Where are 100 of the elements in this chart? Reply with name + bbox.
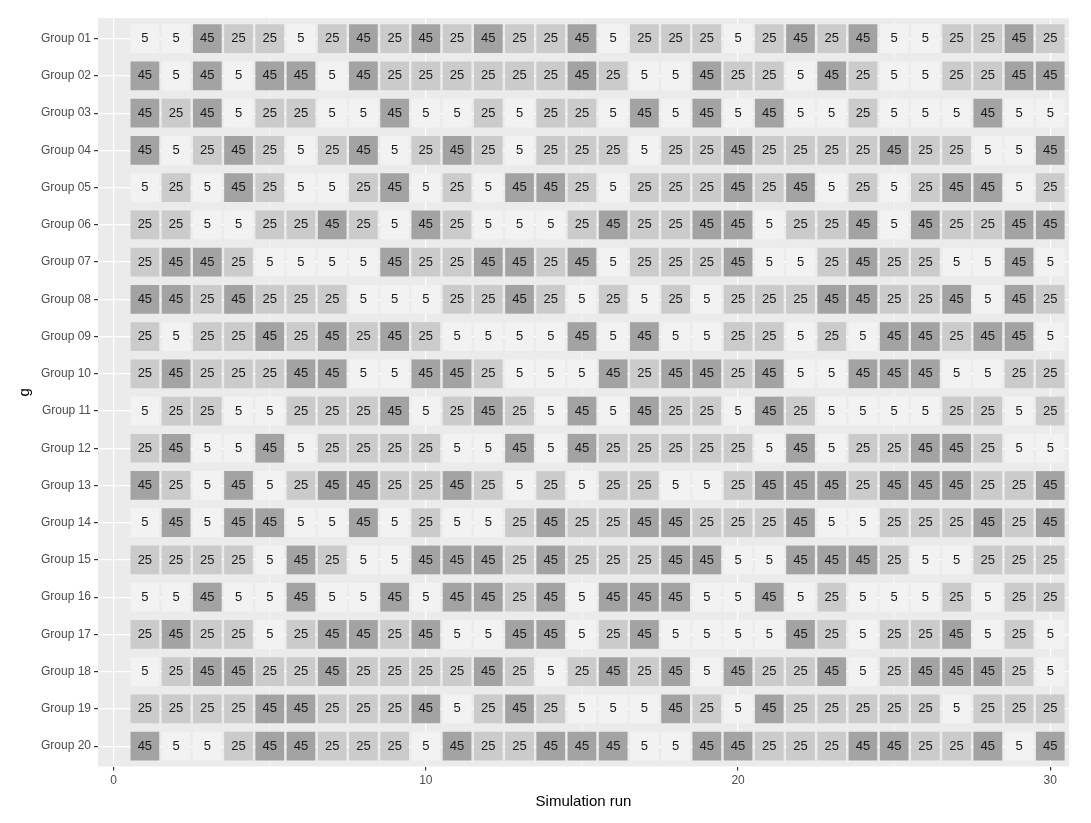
data-label: 25 (637, 477, 652, 493)
data-label: 45 (512, 253, 527, 269)
data-label: 45 (730, 253, 746, 269)
data-label: 5 (141, 30, 149, 46)
data-label: 45 (168, 365, 184, 381)
data-label: 45 (730, 663, 746, 679)
data-label: 5 (203, 737, 211, 753)
data-label: 45 (543, 514, 558, 530)
data-label: 25 (137, 365, 153, 381)
data-label: 45 (1043, 514, 1058, 530)
data-label: 25 (855, 104, 871, 120)
data-label: 25 (762, 737, 777, 753)
data-label: 5 (640, 290, 649, 306)
data-label: 45 (543, 588, 558, 604)
data-label: 25 (855, 67, 871, 83)
data-label: 5 (359, 551, 368, 567)
data-label: 5 (515, 216, 524, 232)
data-label: 5 (703, 328, 711, 344)
data-label: 45 (668, 551, 683, 567)
data-label: 45 (637, 588, 652, 604)
data-label: 25 (605, 141, 621, 157)
data-label: 25 (886, 551, 902, 567)
data-label: 45 (699, 67, 715, 83)
data-label: 5 (578, 290, 586, 306)
data-label: 45 (231, 179, 246, 195)
data-label: 25 (699, 402, 715, 418)
data-label: 45 (980, 328, 996, 344)
data-label: 25 (762, 514, 777, 530)
y-tick-label: Group 04 (40, 142, 92, 157)
data-label: 45 (730, 216, 746, 232)
data-label: 25 (793, 290, 808, 306)
data-label: 25 (855, 141, 871, 157)
data-label: 5 (172, 30, 180, 46)
data-label: 25 (574, 551, 590, 567)
data-label: 5 (484, 626, 492, 641)
data-label: 5 (1046, 104, 1054, 120)
data-label: 5 (234, 588, 243, 604)
data-label: 5 (328, 588, 336, 604)
data-label: 25 (949, 402, 964, 418)
data-label: 25 (200, 402, 215, 418)
data-label: 25 (231, 328, 246, 344)
data-label: 45 (356, 141, 371, 157)
y-tick-label: Group 03 (40, 105, 92, 120)
data-label: 5 (890, 179, 898, 195)
data-label: 5 (640, 67, 649, 83)
data-label: 45 (512, 626, 527, 641)
data-label: 5 (328, 253, 336, 269)
data-label: 45 (418, 216, 434, 232)
data-label: 25 (793, 663, 808, 679)
data-label: 5 (890, 588, 898, 604)
data-label: 5 (1015, 141, 1023, 157)
y-tick-label: Group 09 (40, 328, 92, 343)
y-tick-label: Group 12 (40, 440, 92, 455)
data-label: 5 (672, 67, 680, 83)
data-label: 25 (637, 365, 652, 381)
data-label: 45 (855, 365, 871, 381)
data-label: 25 (168, 179, 184, 195)
data-label: 25 (449, 30, 465, 46)
data-label: 25 (200, 290, 215, 306)
data-label: 45 (481, 551, 496, 567)
data-label: 5 (484, 179, 492, 195)
data-label: 25 (543, 67, 558, 83)
data-label: 5 (921, 30, 929, 46)
data-label: 5 (640, 737, 649, 753)
data-label: 5 (765, 551, 773, 567)
data-label: 45 (231, 477, 246, 493)
data-label: 5 (734, 30, 742, 46)
data-label: 5 (1046, 439, 1054, 455)
data-label: 25 (699, 179, 715, 195)
data-label: 45 (293, 365, 309, 381)
data-label: 45 (574, 328, 590, 344)
data-label: 5 (203, 439, 211, 455)
data-label: 25 (637, 551, 652, 567)
data-label: 45 (137, 104, 153, 120)
data-label: 25 (918, 141, 933, 157)
data-label: 5 (1015, 104, 1023, 120)
data-label: 45 (324, 626, 340, 641)
data-label: 5 (703, 626, 711, 641)
data-label: 45 (605, 216, 621, 232)
data-label: 5 (328, 67, 336, 83)
data-label: 5 (453, 514, 461, 530)
data-label: 45 (356, 514, 371, 530)
data-label: 25 (949, 67, 964, 83)
data-label: 25 (262, 30, 277, 46)
data-label: 25 (200, 141, 215, 157)
y-tick-label: Group 20 (40, 738, 92, 753)
data-label: 45 (293, 551, 309, 567)
data-label: 25 (574, 216, 590, 232)
y-tick-label: Group 06 (40, 217, 92, 232)
data-label: 25 (512, 67, 527, 83)
data-label: 25 (418, 663, 434, 679)
data-label: 25 (137, 700, 153, 716)
data-label: 25 (449, 663, 465, 679)
data-label: 25 (512, 551, 527, 567)
data-label: 45 (918, 439, 933, 455)
data-label: 45 (262, 737, 277, 753)
data-label: 45 (168, 253, 184, 269)
data-label: 25 (824, 253, 839, 269)
data-label: 5 (952, 104, 961, 120)
data-label: 5 (234, 104, 243, 120)
